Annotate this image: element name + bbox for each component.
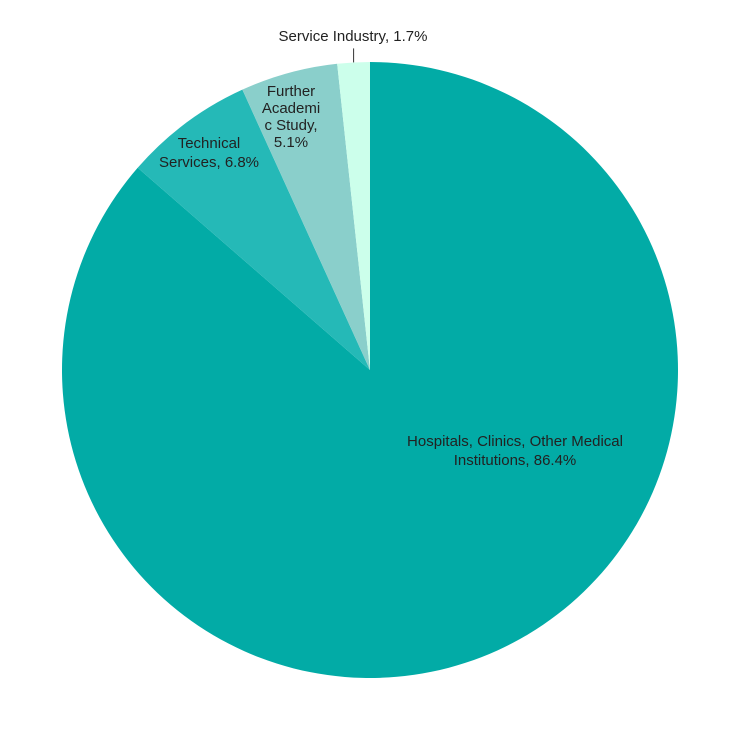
slice-label-further-academic-study: Further Academi c Study, 5.1% [262, 83, 320, 151]
pie-slices [61, 62, 679, 678]
pie-slice-technical-services [137, 89, 370, 370]
slice-label-line: c Study, [264, 117, 317, 134]
slice-label-line: Service Industry, 1.7% [279, 28, 428, 45]
pie-slice-service-industry [337, 62, 370, 370]
slice-label-line: Academi [262, 100, 320, 117]
slice-label-line: Institutions, 86.4% [454, 452, 577, 469]
slice-label-line: Technical [178, 135, 241, 152]
slice-label-service-industry: Service Industry, 1.7% [279, 28, 428, 45]
slice-label-line: Hospitals, Clinics, Other Medical [407, 433, 623, 450]
slice-label-line: 5.1% [274, 134, 308, 151]
slice-labels: Hospitals, Clinics, Other Medical Institu… [159, 28, 623, 469]
slice-label-line: Services, 6.8% [159, 154, 259, 171]
slice-label-hospitals-clinics-other-medical-institutions: Hospitals, Clinics, Other Medical Institu… [407, 433, 623, 469]
pie-slice-further-academic-study [242, 63, 370, 370]
slice-label-technical-services: Technical Services, 6.8% [159, 135, 259, 171]
slice-label-line: Further [267, 83, 315, 100]
